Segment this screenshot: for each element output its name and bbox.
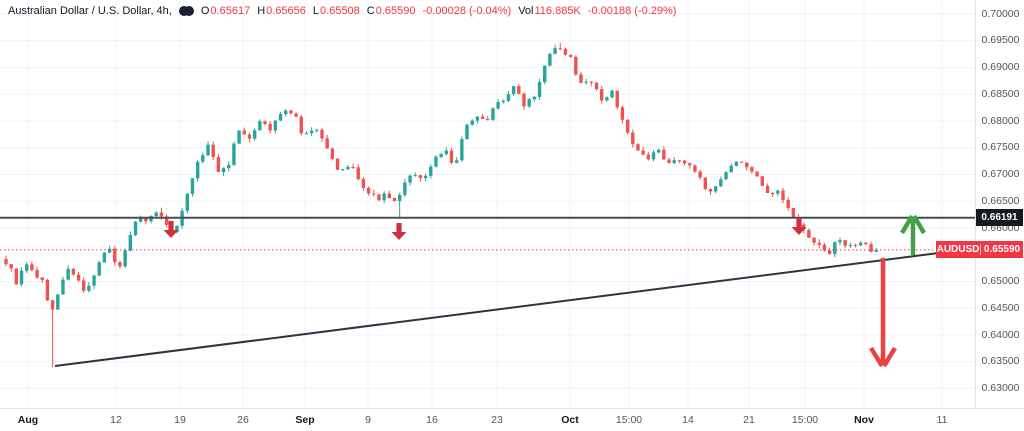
ohlc-high: H 0.65656 [257,5,306,17]
current-price-symbol: AUDUSD [936,244,980,256]
symbol-title[interactable]: Australian Dollar / U.S. Dollar, 4h, [8,5,172,17]
low-value: 0.65508 [320,5,360,17]
ohlc-open: O 0.65617 [201,5,250,17]
current-price-badge: AUDUSD 0.65590 [936,241,1023,259]
price-axis-label: 0.64500 [981,301,1020,314]
current-price-value: 0.65590 [983,244,1021,256]
price-axis-label: 0.67500 [981,141,1020,154]
candlestick-plot[interactable] [0,0,975,408]
price-axis-label: 0.63500 [981,355,1020,368]
price-axis-label: 0.68000 [981,114,1020,127]
time-axis-label: Nov [854,414,874,426]
price-axis-label: 0.68500 [981,87,1020,100]
high-label: H [257,5,266,17]
time-axis-label: 11 [936,414,948,426]
high-value: 0.65656 [266,5,306,17]
down-arrow-marker-icon [391,223,407,240]
price-axis-label: 0.66500 [981,194,1020,207]
resistance-price-badge: 0.66191 [976,209,1023,227]
price-axis-label: 0.67000 [981,168,1020,180]
down-arrow-marker-icon [791,218,807,235]
time-axis-label: 16 [426,414,438,426]
price-axis-label: 0.65000 [981,275,1020,287]
open-value: 0.65617 [210,5,251,17]
volume-value: 116.885K [534,5,581,17]
time-axis-label: 15:00 [791,414,819,426]
instrument-logo-icon [178,5,194,17]
down-scenario-arrow-icon [869,258,897,368]
time-axis-label: 12 [110,414,122,426]
volume-change-value: -0.00188 (-0.29%) [587,5,677,17]
down-arrow-marker-icon [163,221,179,238]
time-axis-label: Aug [17,414,39,426]
chart-legend: Australian Dollar / U.S. Dollar, 4h, O 0… [8,5,676,17]
resistance-price-value: 0.66191 [981,212,1018,224]
badge-divider [980,244,981,256]
time-axis-label: 26 [237,414,249,426]
price-axis-label: 0.64000 [981,328,1020,341]
time-axis-label: 9 [365,414,371,426]
time-axis-label: 19 [174,414,186,426]
price-axis-label: 0.70000 [981,7,1020,20]
time-axis-label: Sep [295,414,315,426]
price-axis-label: 0.69000 [981,61,1020,73]
price-axis[interactable]: 0.70000 0.69500 0.69000 0.68500 0.68000 0.675… [975,0,1024,408]
time-axis-label: 14 [682,414,694,426]
ohlc-close: C 0.65590 [367,5,416,17]
time-axis-label: Oct [561,414,579,426]
time-axis-label: 23 [491,414,503,426]
close-value: 0.65590 [375,5,416,17]
low-label: L [312,5,320,17]
time-axis-label: 21 [743,414,755,426]
volume-label: Vol [518,5,534,17]
time-axis[interactable]: Aug 12 19 26 Sep 9 16 23 Oct 15:00 14 21 15:00 Nov 11 [0,408,1024,431]
time-axis-label: 15:00 [615,414,643,426]
ohlc-low: L 0.65508 [313,5,360,17]
up-scenario-arrow-icon [900,214,926,255]
close-label: C [366,5,375,17]
price-axis-label: 0.69500 [981,34,1020,47]
price-axis-label: 0.63000 [981,382,1020,394]
change-value: -0.00028 (-0.04%) [422,5,512,17]
volume-group: Vol 116.885K [518,5,581,17]
open-label: O [200,5,210,17]
